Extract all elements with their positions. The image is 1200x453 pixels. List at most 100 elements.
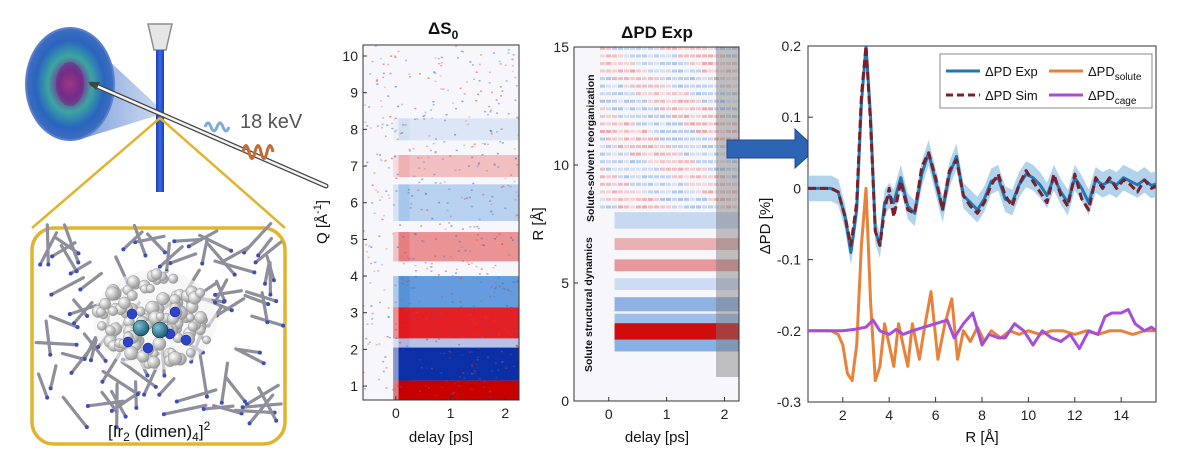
plot-xtick-label: 10 (1021, 407, 1037, 423)
plot-ticks: 2 4 6 8 10 12 14 0.2 0.1 0 -0.1 -0.2 -0.3 (777, 38, 1129, 423)
pd-heatmap (574, 47, 739, 401)
legend-exp: ΔPD Exp (985, 64, 1038, 79)
plot-lines (808, 46, 1156, 383)
s0-ytick-label: 10 (342, 48, 358, 64)
liquid-nozzle (147, 23, 173, 51)
s0-band (398, 380, 519, 400)
plot-xtick-label: 14 (1113, 407, 1129, 423)
laser-pulse-icon (203, 121, 231, 133)
pd-band (614, 297, 739, 312)
s0-title: ΔS0 (428, 19, 459, 42)
xray-beam (90, 82, 328, 188)
zoom-lines (31, 117, 286, 229)
series-solute-line (808, 186, 1156, 383)
s0-band (398, 232, 519, 262)
s0-ytick-label: 5 (350, 231, 358, 247)
diffraction-center (56, 62, 84, 106)
s0-ytick-label: 2 (350, 341, 358, 357)
line-plot: 2 4 6 8 10 12 14 0.2 0.1 0 -0.1 -0.2 -0.3 ΔPD [%] R … (757, 38, 1157, 446)
s0-band (398, 155, 519, 178)
plot-xtick-label: 8 (978, 407, 986, 423)
molecule-label: [Ir2 (dimen)4]2 (108, 419, 211, 444)
s0-panel: ΔS0 1 2 3 4 5 6 7 8 9 10 0 1 2 Q [Å-1] delay [ps] (312, 19, 520, 446)
s0-band-onset (393, 307, 410, 339)
pd-band (614, 313, 739, 324)
s0-band (398, 276, 519, 308)
energy-label: 18 keV (240, 111, 303, 133)
plot-ylabel: ΔPD [%] (757, 198, 774, 255)
liquid-jet (156, 50, 164, 192)
pd-band (614, 259, 739, 272)
pd-xtick-label: 2 (721, 406, 729, 422)
s0-xtick-label: 2 (501, 405, 509, 421)
pd-xtick-label: 1 (663, 406, 671, 422)
s0-band (398, 118, 519, 141)
plot-ytick-label: 0.2 (782, 38, 802, 54)
iridium-complex (91, 268, 217, 370)
s0-band-onset (393, 338, 410, 348)
s0-xtick-label: 1 (447, 405, 455, 421)
s0-axes-box (362, 44, 520, 401)
s0-band (398, 184, 519, 222)
s0-xlabel: delay [ps] (409, 429, 473, 446)
iridium-atom (151, 321, 169, 339)
pd-ytick-label: 5 (561, 275, 569, 291)
s0-band-onset (393, 347, 410, 381)
gray-highlight-window (716, 47, 739, 377)
annotation-solute-dynamics: Solute structural dynamics (583, 237, 595, 372)
s0-ytick-label: 3 (350, 305, 358, 321)
s0-band-onset (393, 232, 410, 262)
plot-ytick-label: 0.1 (782, 109, 802, 125)
s0-band-onset (393, 380, 410, 400)
series-cage-line (808, 307, 1156, 351)
pd-xtick-label: 0 (605, 406, 613, 422)
pd-xlabel: delay [ps] (625, 429, 689, 446)
legend-box (939, 53, 1153, 109)
s0-ylabel: Q [Å-1] (312, 200, 331, 244)
s0-band-onset (393, 276, 410, 308)
plot-ytick-label: -0.1 (777, 252, 801, 268)
plot-xtick-label: 2 (839, 407, 847, 423)
pd-exp-panel: ΔPD Exp 0 5 10 15 0 1 2 R [Å] delay [ps] Solu… (530, 23, 740, 446)
pd-ylabel: R [Å] (530, 207, 547, 240)
s0-band (398, 307, 519, 339)
pd-band (614, 238, 739, 250)
right-arrow-icon (726, 127, 817, 170)
plot-xlabel: R [Å] (965, 429, 998, 446)
legend-sim: ΔPD Sim (985, 88, 1038, 103)
pd-ytick-label: 0 (561, 393, 569, 409)
legend: ΔPD Exp ΔPDsolute ΔPD Sim ΔPDcage (939, 53, 1153, 109)
pd-band (614, 339, 739, 352)
s0-band (398, 347, 519, 381)
s0-band (398, 338, 519, 348)
xray-pulse-icon (241, 144, 275, 160)
s0-ytick-label: 1 (350, 378, 358, 394)
plot-xtick-label: 12 (1067, 407, 1083, 423)
pd-band (614, 278, 739, 291)
pd-band (614, 212, 739, 229)
series-exp-line (808, 46, 1156, 254)
s0-ytick-label: 6 (350, 195, 358, 211)
s0-yaxis: 1 2 3 4 5 6 7 8 9 10 (342, 48, 367, 394)
legend-solute: ΔPDsolute (1088, 64, 1142, 83)
iridium-atom (132, 319, 150, 337)
pd-ytick-label: 10 (553, 157, 569, 173)
plot-ytick-label: 0 (793, 180, 801, 196)
s0-ytick-label: 4 (350, 268, 358, 284)
s0-xtick-label: 0 (392, 405, 400, 421)
s0-band-onset (393, 184, 410, 222)
pd-yaxis: 0 5 10 15 (553, 39, 578, 409)
s0-heatmap (363, 45, 519, 400)
solvent-molecules (34, 221, 286, 430)
pd-band (614, 323, 739, 340)
plot-ytick-label: -0.2 (777, 323, 801, 339)
s0-xaxis: 0 1 2 (392, 396, 509, 421)
plot-xtick-label: 6 (932, 407, 940, 423)
plot-xtick-label: 4 (885, 407, 893, 423)
plot-ytick-label: -0.3 (777, 394, 801, 410)
s0-ytick-label: 9 (350, 85, 358, 101)
s0-band-onset (393, 155, 410, 178)
s0-ytick-label: 8 (350, 121, 358, 137)
legend-cage: ΔPDcage (1088, 88, 1137, 107)
